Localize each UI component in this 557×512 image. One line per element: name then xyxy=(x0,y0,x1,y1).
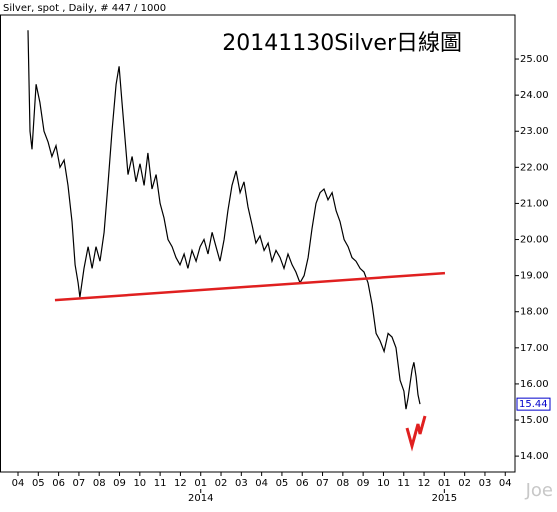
x-tick-label: 09 xyxy=(113,478,126,489)
y-tick-label: 19.00 xyxy=(520,271,549,282)
x-tick-label: 12 xyxy=(418,478,431,489)
y-tick-label: 16.00 xyxy=(520,379,549,390)
y-tick-label: 14.00 xyxy=(520,451,549,462)
trend-line xyxy=(54,271,446,302)
watermark: Joe xyxy=(525,480,553,501)
x-tick-label: 05 xyxy=(32,478,45,489)
x-tick-label: 05 xyxy=(276,478,289,489)
x-tick-label: 07 xyxy=(316,478,329,489)
x-tick-label: 01 xyxy=(194,478,207,489)
chart-header: Silver, spot , Daily, # 447 / 1000 xyxy=(3,3,166,14)
x-tick-label: 12 xyxy=(174,478,187,489)
x-tick-label: 07 xyxy=(73,478,86,489)
x-tick-label: 10 xyxy=(377,478,390,489)
x-tick-label: 02 xyxy=(458,478,471,489)
y-tick-label: 21.00 xyxy=(520,198,549,209)
x-tick-label: 03 xyxy=(235,478,248,489)
last-price-box xyxy=(516,397,551,411)
x-tick-label: 09 xyxy=(357,478,370,489)
plot-frame xyxy=(0,14,516,473)
y-tick-label: 22.00 xyxy=(520,162,549,173)
y-tick-label: 23.00 xyxy=(520,126,549,137)
year-label: 2014 xyxy=(188,493,213,504)
x-tick-label: 06 xyxy=(52,478,65,489)
x-tick-label: 02 xyxy=(215,478,228,489)
chart-title: 20141130Silver日線圖 xyxy=(222,31,462,56)
arrow-annotation xyxy=(405,415,427,452)
y-tick-label: 17.00 xyxy=(520,343,549,354)
x-tick-label: 11 xyxy=(397,478,410,489)
last-price-label: 15.44 xyxy=(519,399,548,410)
x-tick-label: 08 xyxy=(93,478,106,489)
y-tick-label: 18.00 xyxy=(520,307,549,318)
x-tick-label: 11 xyxy=(154,478,167,489)
y-tick-label: 20.00 xyxy=(520,235,549,246)
y-tick-label: 15.00 xyxy=(520,415,549,426)
x-tick-label: 01 xyxy=(438,478,451,489)
year-label: 2015 xyxy=(432,493,457,504)
x-tick-label: 08 xyxy=(336,478,349,489)
x-tick-label: 04 xyxy=(499,478,512,489)
x-tick-label: 04 xyxy=(255,478,268,489)
x-tick-label: 04 xyxy=(12,478,25,489)
y-tick-label: 25.00 xyxy=(520,54,549,65)
y-tick-label: 24.00 xyxy=(520,90,549,101)
x-tick-label: 03 xyxy=(479,478,492,489)
x-tick-label: 06 xyxy=(296,478,309,489)
x-tick-label: 10 xyxy=(133,478,146,489)
